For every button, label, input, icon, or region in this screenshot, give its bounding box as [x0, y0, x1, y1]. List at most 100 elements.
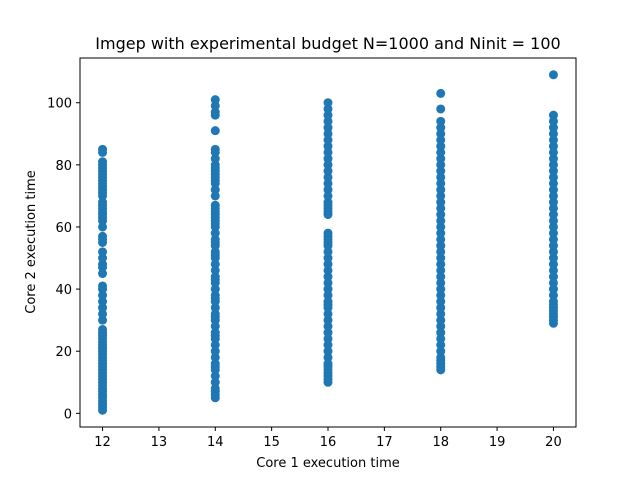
data-point	[548, 116, 558, 126]
data-point	[548, 259, 558, 269]
data-point	[436, 309, 446, 319]
data-point	[323, 352, 333, 362]
data-point	[436, 129, 446, 139]
data-point	[436, 265, 446, 275]
data-point	[436, 147, 446, 157]
data-point	[548, 253, 558, 263]
data-point	[210, 352, 220, 362]
y-axis-ticks: 0 20 40 60 80 100	[47, 97, 80, 422]
data-point	[210, 377, 220, 387]
data-point	[323, 98, 333, 108]
y-tick-label: 0	[64, 407, 72, 422]
data-point	[98, 281, 108, 291]
data-point	[323, 197, 333, 207]
data-point	[323, 309, 333, 319]
x-tick-label: 16	[320, 435, 337, 450]
data-point	[98, 231, 108, 241]
data-point	[436, 222, 446, 232]
data-point	[436, 297, 446, 307]
data-point	[548, 110, 558, 120]
data-point	[436, 315, 446, 325]
data-point	[323, 278, 333, 288]
data-point	[548, 147, 558, 157]
data-point	[210, 101, 220, 111]
x-tick-label: 14	[207, 435, 224, 450]
data-point	[436, 278, 446, 288]
data-point	[436, 234, 446, 244]
data-point	[323, 346, 333, 356]
data-point	[323, 104, 333, 114]
data-point	[436, 172, 446, 182]
data-point	[548, 185, 558, 195]
data-point	[98, 247, 108, 257]
data-point	[210, 259, 220, 269]
data-point	[323, 272, 333, 282]
plot-frame	[79, 57, 577, 428]
data-point	[210, 309, 220, 319]
data-point	[436, 185, 446, 195]
data-point	[548, 241, 558, 251]
data-point	[323, 265, 333, 275]
data-point	[323, 334, 333, 344]
data-point	[210, 247, 220, 257]
data-point	[323, 141, 333, 151]
data-point	[548, 210, 558, 220]
y-tick-label: 20	[55, 345, 72, 360]
data-point	[210, 234, 220, 244]
data-point	[548, 154, 558, 164]
data-point	[210, 126, 220, 136]
data-point	[98, 222, 108, 232]
y-tick-label: 60	[55, 221, 72, 236]
data-point	[210, 185, 220, 195]
data-point	[436, 116, 446, 126]
data-point	[323, 359, 333, 369]
data-point	[548, 284, 558, 294]
data-point	[210, 160, 220, 170]
data-point	[210, 107, 220, 117]
data-point	[98, 259, 108, 269]
data-point	[210, 371, 220, 381]
data-point	[323, 253, 333, 263]
data-point	[548, 166, 558, 176]
data-point	[98, 157, 108, 167]
data-point	[210, 284, 220, 294]
data-point	[436, 104, 446, 114]
data-point	[548, 222, 558, 232]
data-point	[323, 228, 333, 238]
data-point	[436, 272, 446, 282]
data-point	[98, 324, 108, 334]
data-point	[323, 172, 333, 182]
data-point	[548, 160, 558, 170]
y-tick-label: 100	[47, 97, 72, 112]
y-tick-label: 80	[55, 159, 72, 174]
x-tick-label: 12	[94, 435, 111, 450]
data-point	[548, 290, 558, 300]
data-point	[548, 203, 558, 213]
data-points	[98, 70, 558, 415]
data-point	[436, 154, 446, 164]
data-point	[436, 191, 446, 201]
data-point	[210, 328, 220, 338]
data-point	[323, 123, 333, 133]
data-point	[210, 144, 220, 154]
data-point	[436, 284, 446, 294]
data-point	[323, 178, 333, 188]
data-point	[210, 265, 220, 275]
data-point	[323, 191, 333, 201]
data-point	[548, 123, 558, 133]
data-point	[323, 129, 333, 139]
data-point	[436, 352, 446, 362]
x-tick-label: 19	[489, 435, 506, 450]
data-point	[548, 172, 558, 182]
data-point	[98, 309, 108, 319]
data-point	[436, 321, 446, 331]
data-point	[98, 315, 108, 325]
data-point	[323, 321, 333, 331]
data-point	[210, 95, 220, 105]
data-point	[548, 141, 558, 151]
data-point	[436, 216, 446, 226]
data-point	[210, 303, 220, 313]
data-point	[436, 210, 446, 220]
